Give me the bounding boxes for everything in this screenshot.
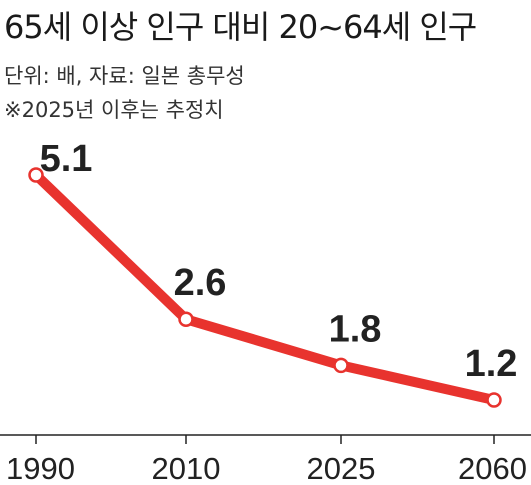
marker-layer (28, 167, 502, 408)
data-point-marker (333, 357, 349, 374)
chart-title: 65세 이상 인구 대비 20~64세 인구 (4, 8, 477, 46)
x-tick-label: 2060 (458, 451, 527, 485)
data-point-marker (486, 392, 502, 408)
x-tick-label: 1990 (6, 451, 75, 485)
data-point-marker (28, 167, 44, 183)
tick-label-layer: 1990 2010 2025 2060 (6, 451, 527, 485)
x-tick-label: 2025 (307, 451, 376, 485)
unit-source-note: 단위: 배, 자료: 일본 총무성 (4, 64, 245, 88)
estimate-note: ※2025년 이후는 추정치 (4, 98, 224, 122)
data-value-label: 2.6 (174, 262, 227, 304)
data-value-label: 1.8 (329, 308, 382, 350)
data-value-label: 5.1 (40, 138, 93, 180)
series-line-layer (31, 170, 499, 405)
series-line (31, 170, 499, 405)
data-point-marker (178, 311, 194, 327)
x-tick-label: 2010 (152, 451, 221, 485)
x-axis (0, 434, 531, 444)
data-label-layer: 5.1 2.6 1.8 1.2 (40, 138, 518, 385)
data-value-label: 1.2 (465, 343, 518, 385)
